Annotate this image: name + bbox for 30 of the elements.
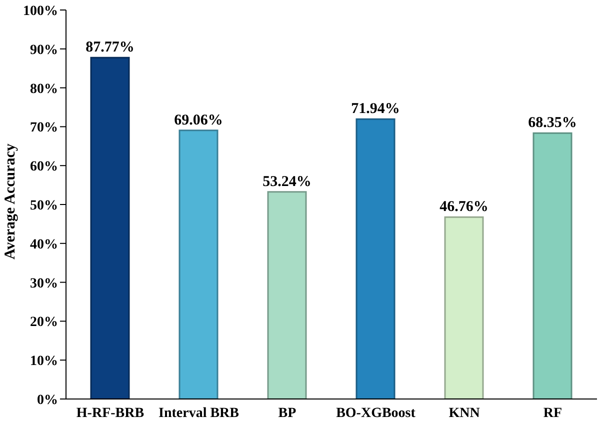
x-tick-label: H-RF-BRB <box>76 406 144 421</box>
bar <box>356 118 396 399</box>
x-tick-label: BO-XGBoost <box>336 406 416 421</box>
x-tick-label: KNN <box>448 406 480 421</box>
y-tick-label: 80% <box>30 82 58 97</box>
bar <box>90 56 130 399</box>
bar <box>532 132 572 399</box>
data-label: 71.94% <box>351 101 400 118</box>
data-label: 46.76% <box>440 199 488 216</box>
y-tick-label: 90% <box>30 42 58 58</box>
y-tick-label: 30% <box>30 276 58 292</box>
y-tick-label: 60% <box>30 160 58 175</box>
data-label: 69.06% <box>174 112 223 128</box>
x-tick-label: RF <box>543 406 562 421</box>
x-tick-label: BP <box>278 406 297 421</box>
x-tick-label: Interval BRB <box>158 406 239 421</box>
bar <box>444 216 484 399</box>
y-tick-label: 40% <box>30 237 58 252</box>
data-label: 53.24% <box>262 174 312 190</box>
bar <box>267 191 307 399</box>
y-axis-title: Average Accuracy <box>2 143 18 260</box>
y-tick-label: 10% <box>30 354 58 370</box>
data-label: 87.77% <box>86 40 134 56</box>
y-tick-label: 20% <box>30 315 58 330</box>
y-tick-label: 0% <box>37 392 58 408</box>
y-tick-label: 100% <box>23 4 58 19</box>
y-tick-label: 50% <box>30 198 58 214</box>
data-label: 68.35% <box>528 115 577 132</box>
bar <box>178 130 218 399</box>
y-tick-label: 70% <box>30 120 58 136</box>
